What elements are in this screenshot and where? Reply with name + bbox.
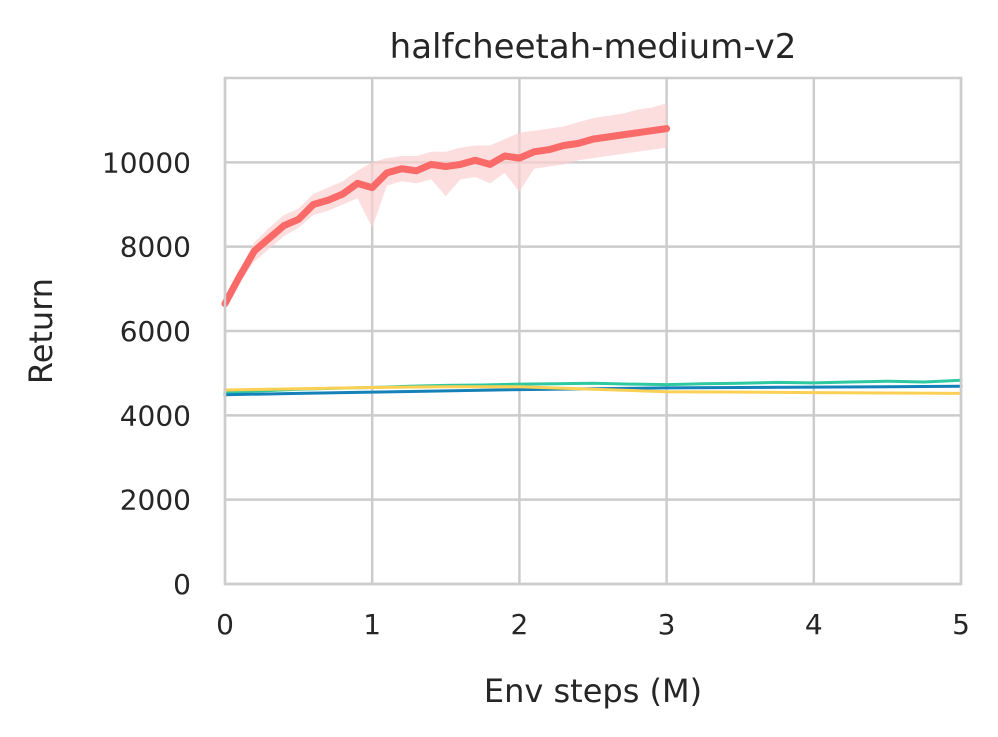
confidence-bands: [225, 103, 667, 310]
x-tick-label: 2: [510, 608, 528, 641]
series-line-yellow: [223, 385, 963, 395]
plot-frame: [223, 76, 963, 586]
x-tick-label: 5: [952, 608, 970, 641]
x-tick-label: 1: [363, 608, 381, 641]
y-tick-label: 2000: [120, 484, 191, 517]
y-tick-label: 4000: [120, 399, 191, 432]
x-axis-label: Env steps (M): [484, 672, 702, 710]
series-lines: [221, 125, 963, 397]
y-tick-label: 10000: [102, 146, 191, 179]
x-tick-label: 0: [216, 608, 234, 641]
y-tick-label: 6000: [120, 315, 191, 348]
y-tick-label: 8000: [120, 231, 191, 264]
band-red: [225, 103, 667, 310]
y-axis-label: Return: [22, 278, 60, 384]
x-tick-labels: 0 1 2 3 4 5: [216, 608, 970, 641]
x-tick-label: 3: [658, 608, 676, 641]
y-tick-label: 0: [173, 568, 191, 601]
series-line-red: [221, 125, 671, 308]
x-tick-label: 4: [805, 608, 823, 641]
y-tick-labels: 0 2000 4000 6000 8000 10000: [102, 146, 191, 601]
chart-title: halfcheetah-medium-v2: [390, 27, 797, 67]
